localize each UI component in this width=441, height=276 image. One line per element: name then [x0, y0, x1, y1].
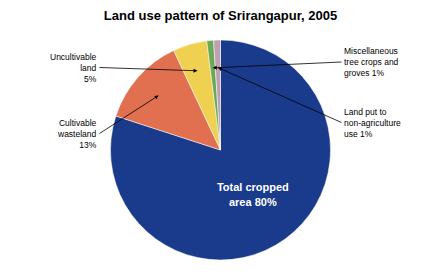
svg-text:Total croppedarea 80%: Total croppedarea 80% [217, 181, 289, 207]
svg-text:Land put tonon-agricultureuse: Land put tonon-agricultureuse 1% [344, 107, 401, 139]
svg-text:Cultivablewasteland13%: Cultivablewasteland13% [57, 118, 97, 150]
svg-text:Miscellaneoustree crops andgro: Miscellaneoustree crops andgroves 1% [344, 46, 399, 78]
svg-text:Uncultivableland5%: Uncultivableland5% [50, 52, 97, 84]
svg-text:Land use pattern of Srirangapu: Land use pattern of Srirangapur, 2005 [104, 8, 337, 23]
